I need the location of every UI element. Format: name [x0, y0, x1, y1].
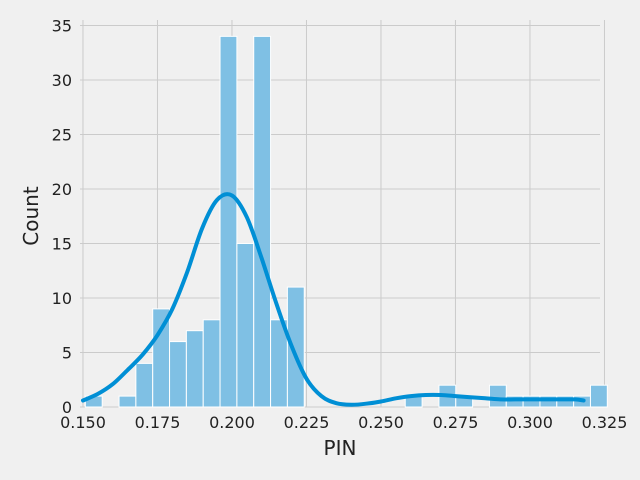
- kde-curve: [81, 192, 586, 407]
- x-tick-label: 0.300: [507, 413, 553, 432]
- x-tick-label: 0.150: [60, 413, 106, 432]
- grid-lines: [80, 20, 605, 408]
- histogram-bar: [169, 341, 187, 408]
- y-axis-label: Count: [19, 186, 43, 246]
- y-tick-label: 15: [52, 234, 72, 253]
- x-tick-label: 0.250: [358, 413, 404, 432]
- histogram-bar: [236, 242, 255, 408]
- histogram-bar: [185, 330, 204, 408]
- histogram-bar: [589, 384, 608, 408]
- histogram-bar: [152, 308, 171, 408]
- y-tick-label: 10: [52, 289, 72, 308]
- y-tick-label: 25: [52, 125, 72, 144]
- histogram-bar: [135, 362, 154, 408]
- x-tick-label: 0.200: [209, 413, 255, 432]
- histogram-bar: [219, 35, 238, 408]
- x-tick-labels: 0.150 0.175 0.200 0.225 0.250 0.275 0.300 0.325: [60, 413, 627, 432]
- y-tick-label: 20: [52, 180, 72, 199]
- x-tick-label: 0.225: [284, 413, 330, 432]
- x-tick-label: 0.175: [135, 413, 181, 432]
- histogram-bar: [488, 384, 507, 408]
- y-tick-label: 30: [52, 71, 72, 90]
- y-tick-label: 35: [52, 16, 72, 35]
- x-tick-label: 0.325: [582, 413, 628, 432]
- histogram-bar: [286, 286, 305, 408]
- y-tick-labels: 0 5 10 15 20 25 30 35: [52, 16, 72, 417]
- histogram-bar: [253, 35, 272, 408]
- histogram-bar: [202, 319, 221, 408]
- histogram-bar: [118, 395, 137, 408]
- x-tick-label: 0.275: [433, 413, 479, 432]
- y-tick-label: 0: [62, 398, 72, 417]
- y-tick-label: 5: [62, 343, 72, 362]
- x-axis-label: PIN: [324, 436, 357, 460]
